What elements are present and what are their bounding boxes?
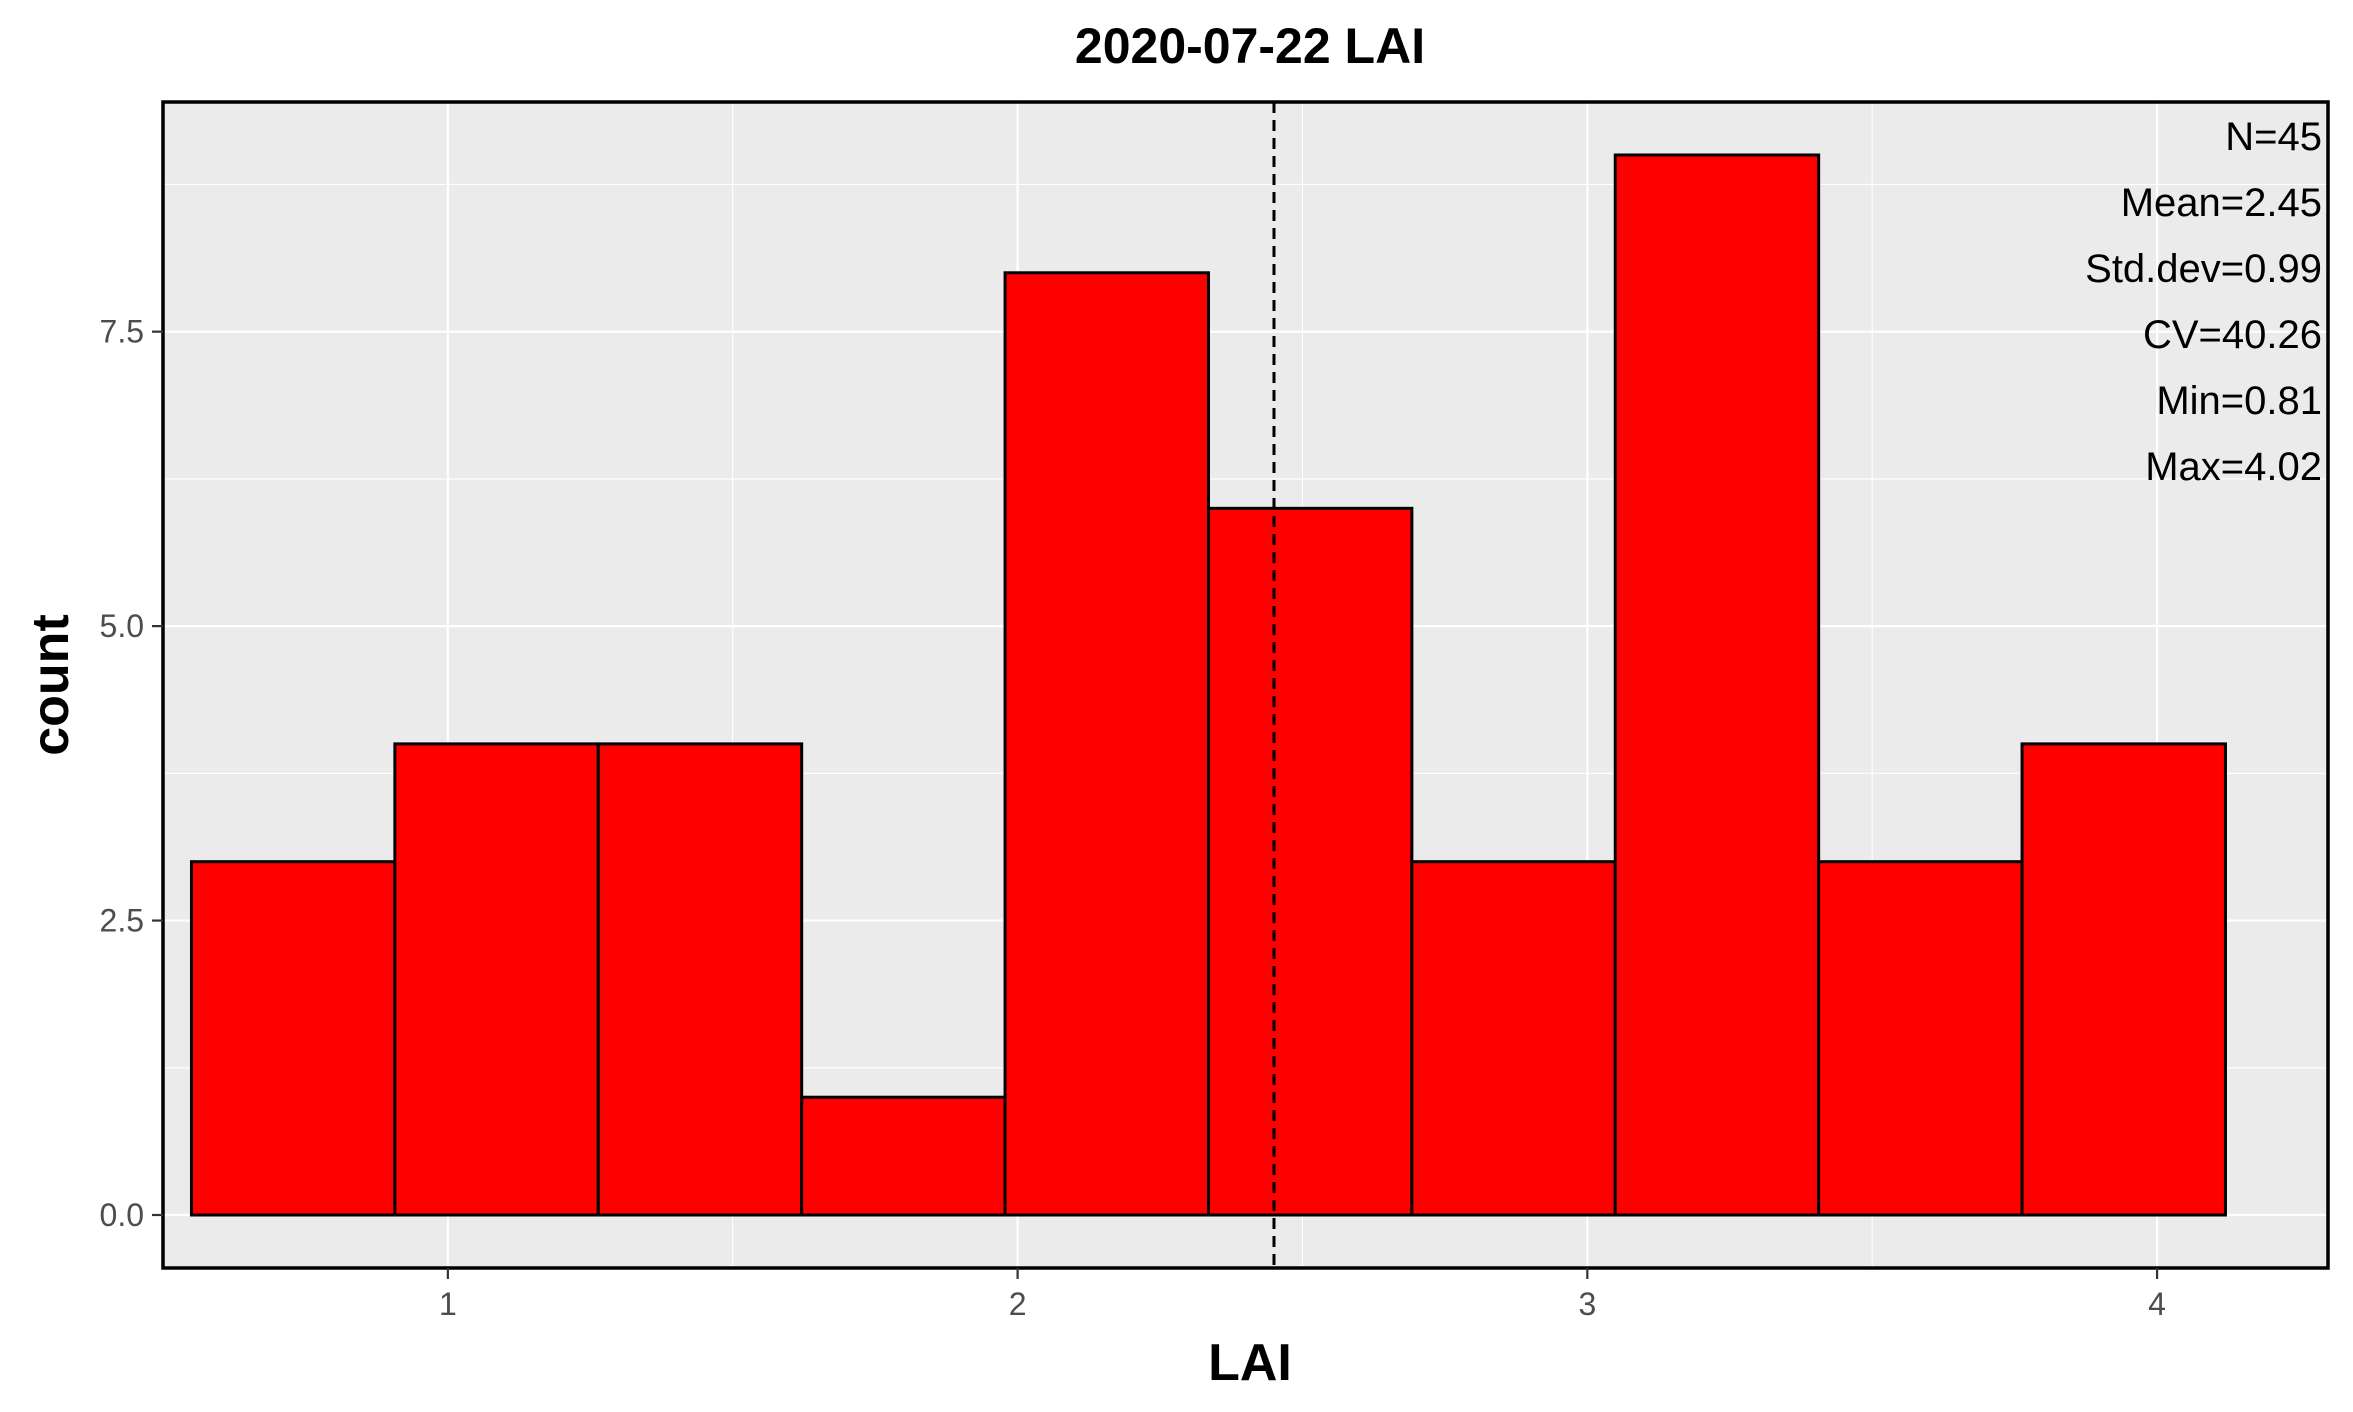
x-tick-label: 4 <box>2148 1286 2166 1322</box>
panel-border <box>161 100 2330 1270</box>
histogram-bar-8 <box>1613 153 1821 1217</box>
histogram-bars <box>189 153 2227 1217</box>
stat-annotation: CV=40.26 <box>2143 313 2322 357</box>
histogram-bar-1 <box>189 860 397 1217</box>
histogram-bar-2 <box>393 742 600 1217</box>
x-axis-title: LAI <box>1208 1334 1292 1392</box>
y-tick-label: 7.5 <box>100 314 144 350</box>
stat-annotation: Mean=2.45 <box>2121 181 2322 225</box>
histogram-bar-5 <box>1003 271 1210 1217</box>
stat-annotation: Std.dev=0.99 <box>2085 247 2322 291</box>
histogram-bar-7 <box>1410 860 1617 1217</box>
stats-annotations: N=45 Mean=2.45 Std.dev=0.99 CV=40.26 Min=0.8… <box>2085 115 2322 489</box>
histogram-bar-10 <box>2020 742 2227 1217</box>
y-tick-label: 2.5 <box>100 903 144 939</box>
y-axis-ticks: 0.0 2.5 5.0 7.5 <box>100 314 163 1233</box>
stat-annotation: N=45 <box>2225 115 2322 159</box>
stat-annotation: Max=4.02 <box>2145 445 2322 489</box>
histogram-bar-4 <box>800 1095 1007 1217</box>
x-tick-label: 2 <box>1009 1286 1027 1322</box>
y-axis-title: count <box>22 614 80 756</box>
x-tick-label: 1 <box>439 1286 457 1322</box>
y-tick-label: 5.0 <box>100 608 144 644</box>
histogram-bar-3 <box>596 742 804 1217</box>
stat-annotation: Min=0.81 <box>2156 379 2322 423</box>
histogram-bar-9 <box>1817 860 2024 1217</box>
x-axis-ticks: 1 2 3 4 <box>439 1268 2166 1322</box>
histogram-bar-6 <box>1206 506 1414 1217</box>
y-tick-label: 0.0 <box>100 1197 144 1233</box>
x-tick-label: 3 <box>1578 1286 1596 1322</box>
chart-title: 2020-07-22 LAI <box>1075 18 1425 74</box>
